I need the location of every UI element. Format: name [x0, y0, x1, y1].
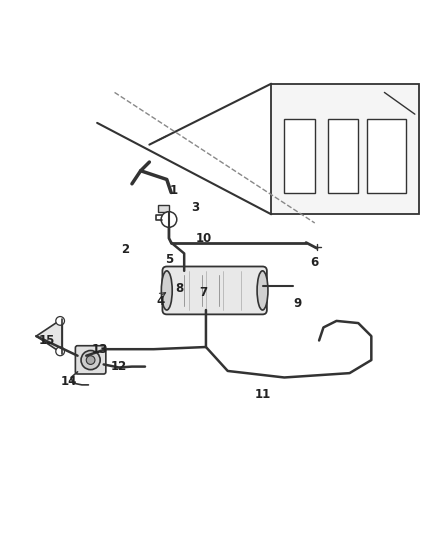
Ellipse shape	[161, 271, 172, 310]
Bar	[158, 205, 169, 212]
Text: 9: 9	[293, 297, 301, 310]
Text: 5: 5	[165, 254, 173, 266]
Text: 6: 6	[311, 256, 319, 269]
Text: 10: 10	[196, 232, 212, 245]
Circle shape	[161, 212, 177, 228]
Bar	[284, 118, 315, 192]
Text: 15: 15	[39, 334, 55, 347]
Circle shape	[81, 351, 100, 370]
FancyBboxPatch shape	[271, 84, 419, 214]
Text: 13: 13	[91, 343, 107, 356]
Text: 12: 12	[111, 360, 127, 373]
Bar	[367, 118, 406, 192]
Bar	[328, 118, 358, 192]
Text: 11: 11	[254, 389, 271, 401]
Circle shape	[56, 347, 64, 356]
Text: 7: 7	[200, 286, 208, 299]
Text: 1: 1	[169, 184, 177, 197]
FancyBboxPatch shape	[162, 266, 267, 314]
Text: 2: 2	[121, 243, 130, 256]
Text: 4: 4	[156, 295, 164, 308]
Text: 3: 3	[191, 201, 199, 214]
Polygon shape	[36, 319, 62, 353]
Text: 14: 14	[60, 375, 77, 389]
Ellipse shape	[257, 271, 268, 310]
Circle shape	[56, 317, 64, 325]
Circle shape	[86, 356, 95, 365]
Text: 8: 8	[176, 282, 184, 295]
FancyBboxPatch shape	[75, 346, 106, 374]
